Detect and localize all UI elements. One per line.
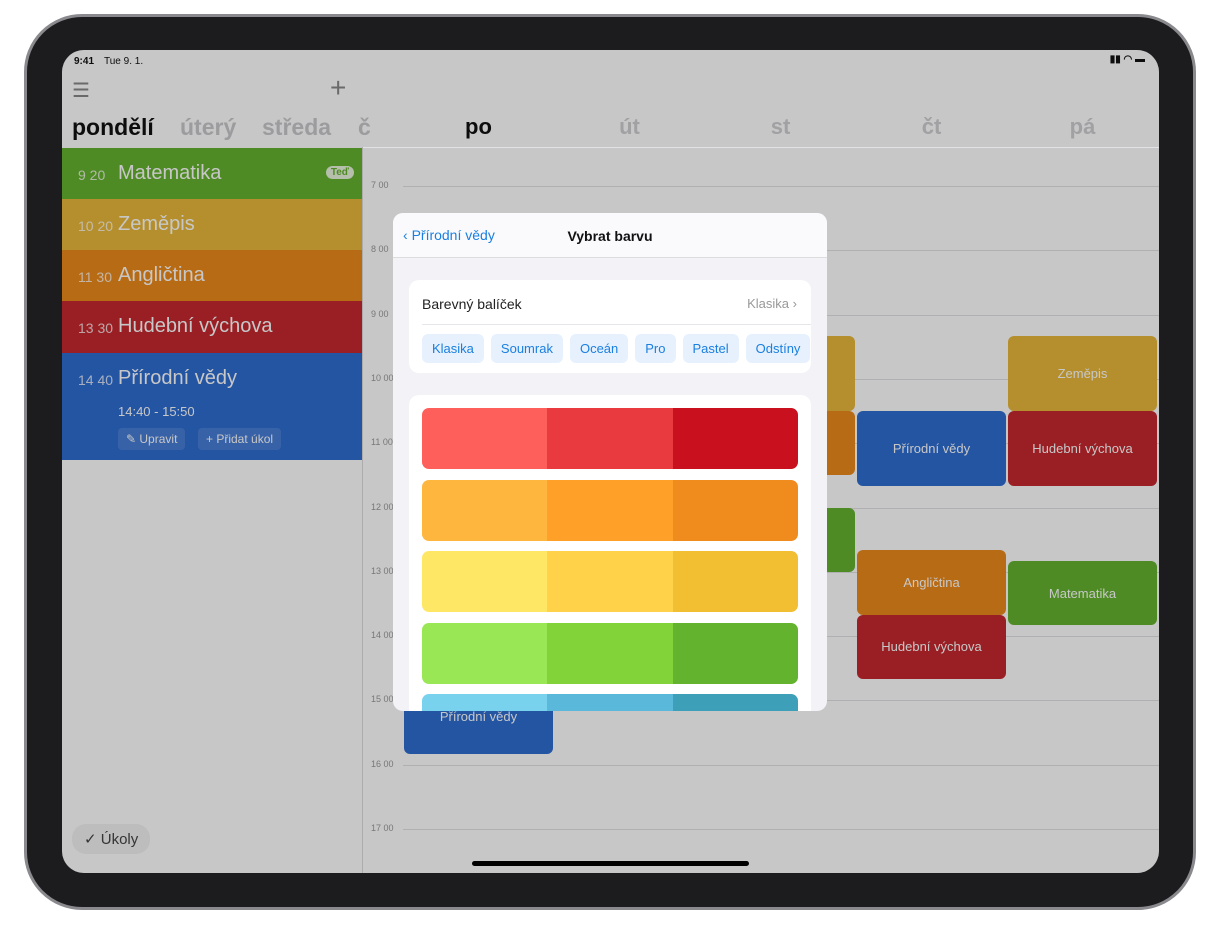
swatch-row: [422, 694, 798, 711]
lesson-name: Přírodní vědy: [118, 367, 237, 389]
hour-label: 8 00: [371, 244, 389, 255]
color-swatch[interactable]: [672, 622, 798, 684]
home-indicator[interactable]: [472, 861, 749, 866]
package-chip[interactable]: Klasika: [422, 334, 484, 363]
package-chip[interactable]: Pro: [635, 334, 676, 363]
now-badge: Teď: [325, 166, 354, 179]
day-tab[interactable]: úterý: [180, 114, 237, 140]
color-swatch[interactable]: [672, 694, 798, 711]
lesson-time: 14 40: [78, 372, 114, 388]
lesson-range: 14:40 - 15:50: [118, 404, 195, 419]
battery-wifi-icon: ▮▮ ◠ ▬: [1109, 54, 1145, 65]
calendar-event[interactable]: Hudební výchova: [857, 614, 1006, 679]
hour-label: 10 00: [371, 372, 394, 383]
calendar-event[interactable]: Zeměpis: [1008, 336, 1157, 412]
hour-label: 13 00: [371, 565, 394, 576]
lesson-name: Zeměpis: [118, 213, 195, 235]
swatch-row: [422, 622, 798, 684]
lesson-name: Angličtina: [118, 264, 205, 286]
hour-label: 7 00: [371, 180, 389, 190]
hour-label: 11 00: [371, 437, 393, 448]
plus-icon: +: [206, 432, 217, 446]
day-tab[interactable]: pondělí: [72, 114, 154, 140]
color-swatch[interactable]: [422, 479, 548, 541]
day-tab[interactable]: středa: [262, 114, 332, 140]
chevron-left-icon: ‹: [403, 227, 412, 243]
color-swatch[interactable]: [422, 694, 548, 711]
lesson-time: 10 20: [78, 218, 114, 234]
package-label: Barevný balíček: [422, 296, 522, 312]
calendar-event[interactable]: Matematika: [1008, 561, 1157, 626]
color-swatch[interactable]: [422, 622, 548, 684]
lesson-name: Matematika: [118, 162, 222, 184]
lesson-time: 11 30: [78, 269, 112, 285]
package-value[interactable]: Klasika ›: [747, 296, 797, 311]
calendar-event[interactable]: Přírodní vědy: [857, 411, 1006, 487]
divider: [363, 147, 1159, 148]
lesson-name: Hudební výchova: [118, 315, 273, 337]
lesson-row[interactable]: 11 30 Angličtina: [62, 250, 362, 301]
day-column-header[interactable]: po: [465, 114, 492, 139]
divider: [422, 324, 811, 325]
modal-title: Vybrat barvu: [567, 228, 653, 244]
swatch-row: [422, 551, 798, 612]
hour-label: 15 00: [371, 694, 394, 705]
color-swatch[interactable]: [422, 408, 548, 469]
day-tab[interactable]: č: [358, 114, 371, 140]
color-swatch[interactable]: [547, 622, 673, 684]
swatch-row: [422, 479, 798, 541]
menu-icon[interactable]: ☰: [72, 80, 90, 102]
color-swatch[interactable]: [547, 551, 673, 612]
chevron-right-icon: ›: [789, 296, 797, 311]
swatch-row: [422, 408, 798, 469]
color-swatch[interactable]: [672, 551, 798, 612]
day-column-header[interactable]: út: [619, 114, 640, 139]
package-chip[interactable]: Pastel: [682, 334, 739, 363]
divider: [362, 147, 363, 873]
color-swatch[interactable]: [547, 408, 673, 469]
hour-label: 14 00: [371, 630, 394, 641]
back-button[interactable]: ‹ Přírodní vědy: [403, 227, 495, 243]
add-task-button[interactable]: + Přidat úkol: [198, 428, 282, 450]
tasks-button[interactable]: ✓ Úkoly: [72, 824, 151, 854]
day-column-header[interactable]: čt: [921, 114, 942, 139]
hour-line: [403, 764, 1159, 766]
color-swatch[interactable]: [672, 408, 798, 469]
calendar-event[interactable]: Angličtina: [857, 550, 1006, 615]
package-chip[interactable]: Odstíny: [745, 334, 811, 363]
day-column-header[interactable]: pá: [1069, 114, 1096, 139]
calendar-event[interactable]: Hudební výchova: [1008, 411, 1157, 487]
package-card: Barevný balíček Klasika › Klasika Soumrak…: [409, 280, 811, 373]
hour-label: 17 00: [371, 823, 394, 833]
check-icon: ✓: [84, 831, 101, 848]
day-column-header[interactable]: st: [770, 114, 791, 139]
package-chip[interactable]: Oceán: [569, 334, 629, 363]
hour-label: 12 00: [371, 501, 394, 512]
lesson-time: 13 30: [78, 320, 114, 336]
lesson-row[interactable]: 9 20 Matematika Teď: [62, 148, 362, 199]
lesson-row[interactable]: 13 30 Hudební výchova: [62, 301, 362, 353]
color-swatch[interactable]: [547, 694, 673, 711]
lesson-row[interactable]: 14 40 Přírodní vědy 14:40 - 15:50 ✎ Upravi…: [62, 353, 362, 460]
lesson-time: 9 20: [78, 167, 106, 183]
modal-header: ‹ Přírodní vědy Vybrat barvu: [393, 213, 827, 258]
swatch-card: [409, 395, 811, 711]
package-chip[interactable]: Soumrak: [490, 334, 563, 363]
color-swatch[interactable]: [422, 551, 548, 612]
color-picker-modal: ‹ Přírodní vědy Vybrat barvu Barevný bal…: [393, 213, 827, 711]
status-date: Tue 9. 1.: [104, 56, 144, 67]
add-icon[interactable]: +: [330, 72, 347, 103]
color-swatch[interactable]: [547, 479, 673, 541]
hour-label: 9 00: [371, 308, 389, 319]
lesson-row[interactable]: 10 20 Zeměpis: [62, 199, 362, 250]
hour-line: [403, 186, 1159, 187]
edit-button[interactable]: ✎ Upravit: [118, 428, 186, 450]
hour-label: 16 00: [371, 758, 394, 769]
color-swatch[interactable]: [672, 479, 798, 541]
hour-line: [403, 829, 1159, 830]
status-time: 9:41: [74, 56, 95, 67]
screen: 9:41 Tue 9. 1. ▮▮ ◠ ▬ ☰ + pondělí úterý st…: [62, 50, 1159, 873]
pencil-icon: ✎: [126, 432, 140, 446]
